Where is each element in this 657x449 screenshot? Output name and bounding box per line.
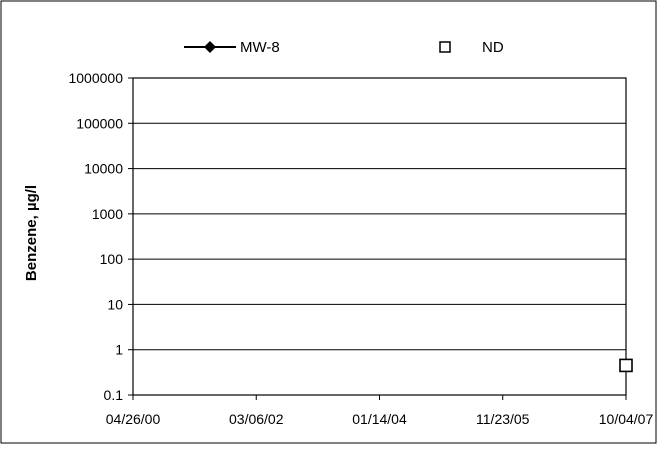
y-tick-label: 1000000	[68, 70, 123, 86]
gridlines	[133, 122, 626, 351]
data-marks	[619, 358, 633, 373]
y-axis: 0.1 1 10 100 1000 10000 100000 1000000	[68, 70, 133, 403]
y-tick-label: 1000	[92, 206, 123, 222]
x-tick-label: 04/26/00	[106, 411, 161, 427]
x-tick-label: 03/06/02	[229, 411, 284, 427]
x-tick-label: 11/23/05	[476, 411, 530, 427]
y-tick-label: 10	[107, 296, 123, 312]
x-tick-label: 10/04/07	[599, 411, 654, 427]
y-axis-title: Benzene, µg/l	[23, 185, 40, 281]
y-tick-label: 0.1	[104, 387, 124, 403]
y-tick-label: 100	[100, 251, 124, 267]
y-tick-label: 1	[115, 342, 123, 358]
legend-marker-nd	[439, 41, 451, 53]
legend-label-mw8: MW-8	[240, 39, 280, 56]
x-axis: 04/26/00 03/06/02 01/14/04 11/23/05 10/04/07	[106, 395, 654, 427]
legend: MW-8 ND	[184, 39, 504, 56]
legend-label-nd: ND	[482, 39, 504, 56]
y-tick-label: 10000	[84, 161, 123, 177]
y-tick-label: 100000	[76, 115, 123, 131]
nd-point	[619, 358, 633, 373]
x-tick-label: 01/14/04	[352, 411, 407, 427]
legend-marker-mw8	[204, 41, 216, 53]
